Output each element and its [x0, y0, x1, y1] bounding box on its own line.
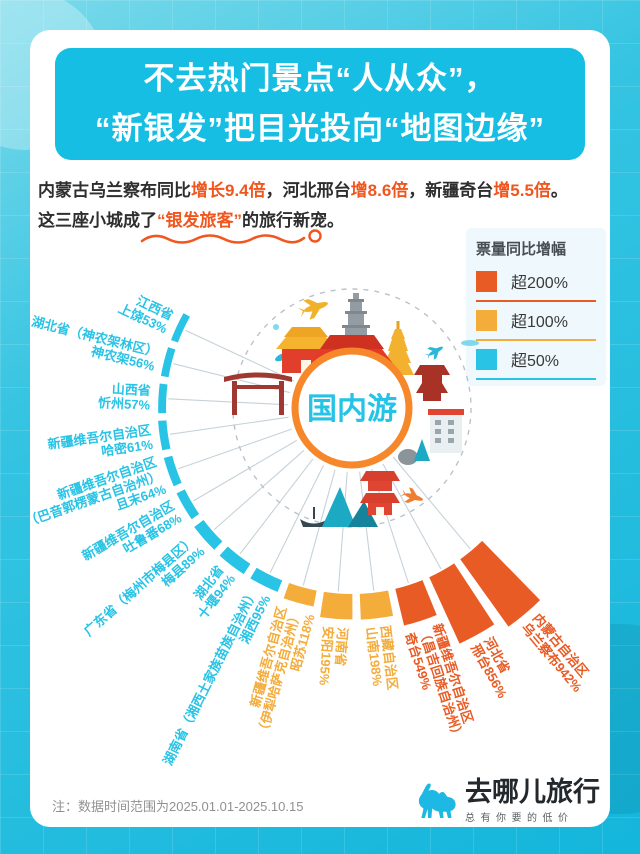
- bar: [460, 540, 541, 627]
- connector-line: [302, 469, 336, 586]
- connector-line: [359, 471, 375, 591]
- bar: [250, 567, 283, 592]
- bar: [429, 563, 495, 644]
- legend-swatch: [476, 348, 497, 370]
- squiggle-underline: [140, 229, 322, 244]
- intro-text: ，河北邢台: [265, 181, 351, 200]
- intro-highlight: 增8.6倍: [350, 181, 409, 200]
- bar: [171, 313, 190, 343]
- bar: [158, 383, 168, 414]
- connector-line: [185, 329, 295, 382]
- legend-row: 超100%: [476, 302, 596, 341]
- brand-tagline: 总有你要的低价: [465, 813, 574, 824]
- center-circle: 国内游: [291, 347, 413, 469]
- title-banner: 不去热门景点“人从众”， “新银发”把目光投向“地图边缘”: [55, 48, 585, 160]
- connector-line: [192, 439, 298, 502]
- connector-line: [178, 428, 292, 470]
- bar-label: 河南省安阳195%: [316, 626, 350, 688]
- bar: [395, 580, 437, 626]
- bar: [158, 420, 171, 451]
- boat-mountains-landmark: [300, 487, 378, 527]
- connector-line: [337, 471, 348, 592]
- plane-icon: [424, 346, 444, 360]
- page-title-line-2: “新银发”把目光投向“地图边缘”: [95, 111, 545, 146]
- bar-label: 山西省忻州57%: [98, 381, 152, 413]
- intro-text: 。: [550, 181, 568, 200]
- bars: [158, 313, 541, 644]
- bar: [194, 520, 223, 550]
- plane-icon: [297, 299, 328, 320]
- bar: [283, 583, 317, 607]
- connector-line: [392, 456, 471, 550]
- radial-chart: 国内游 江西省上饶53%湖北省（神农架林区）神农架56%山西省忻州57%新疆维吾…: [23, 287, 597, 768]
- brand-logo: 去哪儿旅行 总有你要的低价: [411, 778, 600, 824]
- intro-text: 内蒙古乌兰察布同比: [38, 181, 191, 200]
- brand-name: 去哪儿旅行: [465, 777, 600, 807]
- paifang-gate-landmark: [224, 372, 292, 415]
- connector-line: [169, 416, 289, 435]
- bar: [320, 591, 353, 620]
- legend-label: 超100%: [511, 314, 568, 331]
- content-card: 不去热门景点“人从众”， “新银发”把目光投向“地图边缘” 内蒙古乌兰察布同比增…: [23, 30, 610, 827]
- connector-line: [239, 458, 314, 555]
- legend-title: 票量同比增幅: [476, 241, 567, 258]
- intro-text: 的旅行新宠。: [242, 211, 344, 230]
- connector-line: [168, 398, 289, 406]
- connector-line: [382, 463, 442, 570]
- legend-row: 超200%: [476, 263, 596, 302]
- legend-label: 超50%: [511, 353, 560, 370]
- bar-label: 西藏自治区山南198%: [363, 624, 400, 692]
- dashed-orbit-circle: [232, 288, 472, 528]
- legend-row: 超50%: [476, 341, 596, 380]
- bar: [359, 590, 394, 620]
- page-title-line-1: 不去热门景点“人从众”，: [143, 61, 497, 96]
- intro-text: 这三座小城成了: [38, 211, 157, 230]
- pagoda-red-landmark: [360, 471, 400, 515]
- bar-label: 湖北省十堰94%: [183, 562, 238, 622]
- bar: [176, 489, 200, 520]
- legend-panel: 票量同比增幅 超200% 超100% 超50%: [466, 228, 606, 386]
- intro-highlight: 增5.5倍: [493, 181, 551, 200]
- bar-label: 内蒙古自治区乌兰察布942%: [519, 611, 597, 696]
- bar: [219, 546, 251, 575]
- intro-paragraph: 内蒙古乌兰察布同比增长9.4倍，河北邢台增8.6倍，新疆奇台增5.5倍。 这三座…: [38, 176, 604, 236]
- intro-line-1: 内蒙古乌兰察布同比增长9.4倍，河北邢台增8.6倍，新疆奇台增5.5倍。: [38, 176, 604, 206]
- pagoda-darkred-landmark: [414, 365, 450, 401]
- data-note: 注：数据时间范围为2025.01.01-2025.10.15: [52, 799, 304, 814]
- building-landmark: [428, 409, 464, 453]
- bar-label: 新疆维吾尔自治区（昌吉回族自治州）奇台549%: [402, 622, 480, 747]
- camel-icon: [418, 783, 456, 818]
- connector-line: [269, 465, 325, 574]
- plane-icon: [400, 487, 424, 504]
- intro-highlight: 增长9.4倍: [191, 181, 266, 200]
- legend-label: 超200%: [511, 275, 568, 292]
- legend-swatch: [476, 270, 497, 292]
- intro-highlight: “银发旅客”: [157, 211, 242, 230]
- center-label: 国内游: [307, 393, 397, 426]
- connector-line: [213, 449, 305, 531]
- rock-landmark: [398, 449, 418, 465]
- bar-label: 河北省邢台856%: [468, 634, 523, 701]
- bar-label: 江西省上饶53%: [116, 287, 176, 336]
- intro-line-2: 这三座小城成了“银发旅客”的旅行新宠。: [38, 206, 604, 236]
- bar: [163, 455, 182, 487]
- intro-text: ，新疆奇台: [408, 181, 494, 200]
- legend-swatch: [476, 309, 497, 331]
- bar: [160, 347, 176, 378]
